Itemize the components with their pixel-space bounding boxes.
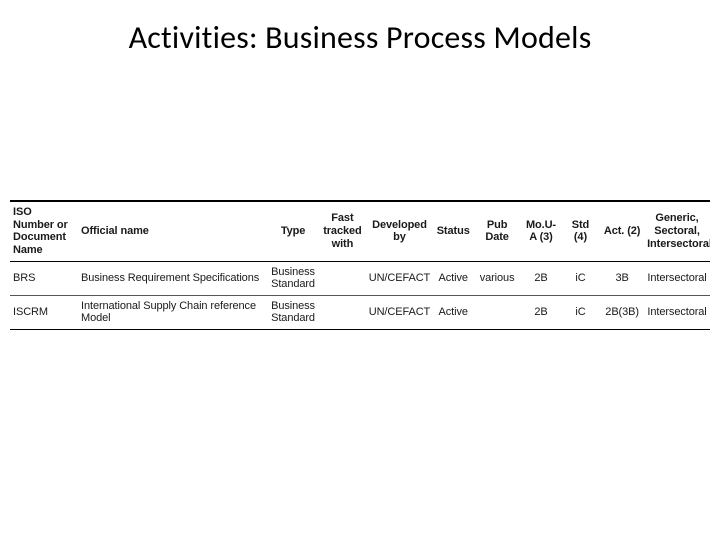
col-header-act: Act. (2): [600, 201, 644, 261]
cell-name: International Supply Chain reference Mod…: [78, 295, 267, 329]
col-header-std: Std (4): [561, 201, 600, 261]
cell-fast: [319, 295, 365, 329]
cell-gen: Intersectoral: [644, 295, 710, 329]
cell-pub: various: [473, 261, 521, 295]
cell-type: Business Standard: [267, 295, 320, 329]
table-body: BRSBusiness Requirement SpecificationsBu…: [10, 261, 710, 330]
col-header-fast: Fast tracked with: [319, 201, 365, 261]
cell-status: Active: [433, 295, 472, 329]
table-row: ISCRMInternational Supply Chain referenc…: [10, 295, 710, 329]
header-row: ISO Number or Document NameOfficial name…: [10, 201, 710, 261]
col-header-status: Status: [433, 201, 472, 261]
cell-iso: ISCRM: [10, 295, 78, 329]
table-container: ISO Number or Document NameOfficial name…: [10, 200, 710, 330]
cell-dev: UN/CEFACT: [365, 261, 433, 295]
cell-fast: [319, 261, 365, 295]
bpm-table: ISO Number or Document NameOfficial name…: [10, 200, 710, 330]
col-header-pub: Pub Date: [473, 201, 521, 261]
cell-gen: Intersectoral: [644, 261, 710, 295]
col-header-type: Type: [267, 201, 320, 261]
cell-dev: UN/CEFACT: [365, 295, 433, 329]
col-header-iso: ISO Number or Document Name: [10, 201, 78, 261]
cell-std: iC: [561, 295, 600, 329]
cell-act: 3B: [600, 261, 644, 295]
col-header-gen: Generic, Sectoral, Intersectoral: [644, 201, 710, 261]
cell-std: iC: [561, 261, 600, 295]
col-header-mou: Mo.U-A (3): [521, 201, 560, 261]
slide: Activities: Business Process Models ISO …: [0, 0, 720, 540]
table-head: ISO Number or Document NameOfficial name…: [10, 201, 710, 261]
cell-mou: 2B: [521, 295, 560, 329]
cell-iso: BRS: [10, 261, 78, 295]
cell-status: Active: [433, 261, 472, 295]
col-header-dev: Developed by: [365, 201, 433, 261]
cell-act: 2B(3B): [600, 295, 644, 329]
table-row: BRSBusiness Requirement SpecificationsBu…: [10, 261, 710, 295]
cell-name: Business Requirement Specifications: [78, 261, 267, 295]
cell-type: Business Standard: [267, 261, 320, 295]
page-title: Activities: Business Process Models: [0, 18, 720, 57]
col-header-name: Official name: [78, 201, 267, 261]
cell-pub: [473, 295, 521, 329]
cell-mou: 2B: [521, 261, 560, 295]
